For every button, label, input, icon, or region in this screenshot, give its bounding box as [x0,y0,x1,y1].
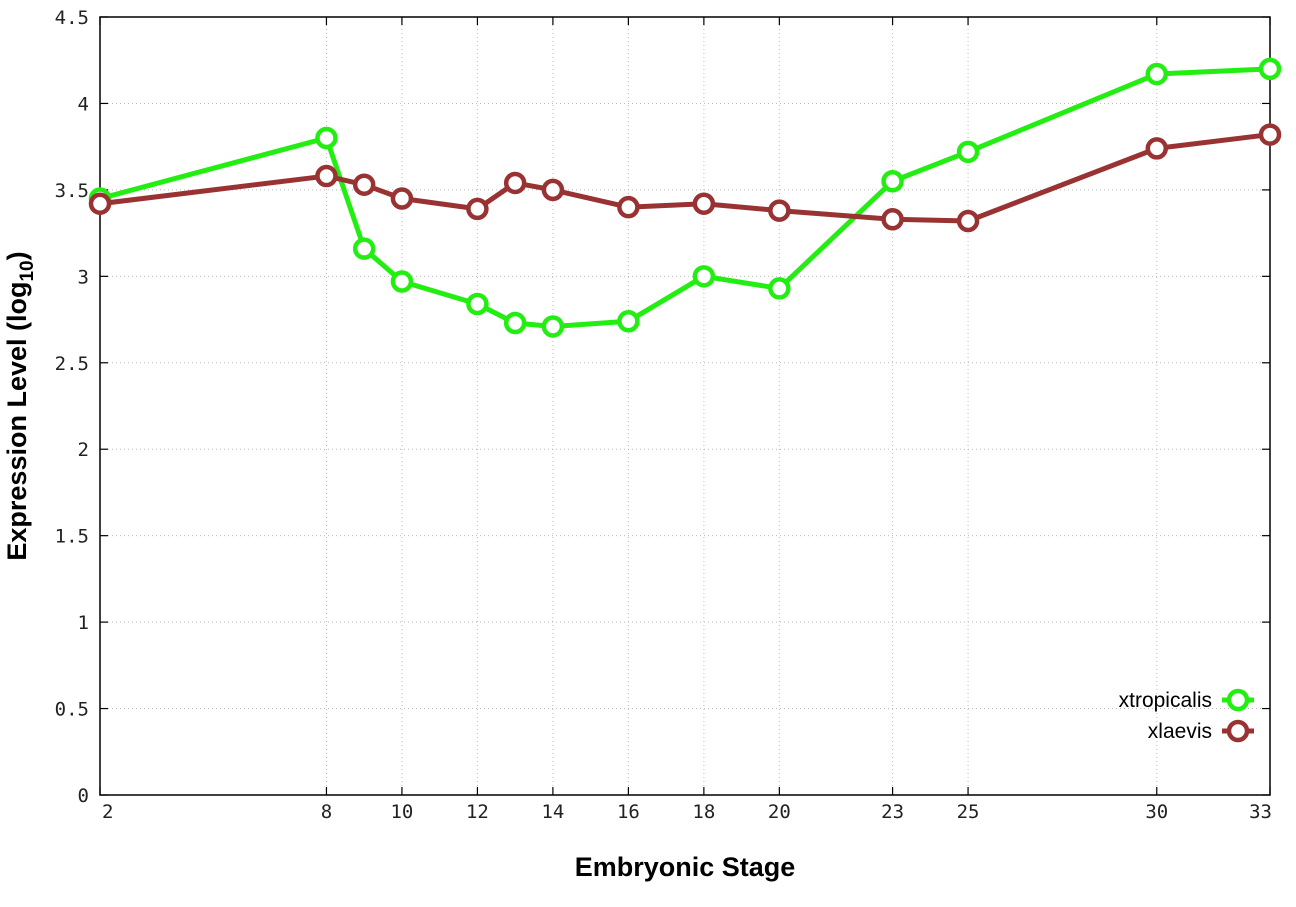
series-line-xlaevis [97,132,1273,224]
data-point-xlaevis [956,209,980,233]
data-point-xlaevis [881,208,904,231]
series-line-xtropicalis [97,66,1273,329]
data-point-xtropicalis [617,310,640,333]
x-tick-label: 33 [1249,801,1272,823]
data-point-xtropicalis [390,270,414,293]
data-point-xtropicalis [1145,62,1169,86]
y-axis-title-subscript: 10 [17,260,38,281]
y-tick-label: 4.5 [55,7,89,29]
data-point-xlaevis [466,197,489,221]
data-point-xlaevis [390,187,414,210]
data-point-xtropicalis [956,140,980,164]
legend-swatch-marker-xtropicalis [1226,688,1250,712]
x-tick-label: 25 [957,801,980,823]
data-point-xlaevis [692,192,716,215]
data-point-xlaevis [541,178,565,202]
y-axis-title: Expression Level (log10) [2,251,38,560]
legend-label-xlaevis: xlaevis [1148,720,1212,743]
legend-label-xtropicalis: xtropicalis [1119,689,1212,712]
data-point-xlaevis [503,171,527,195]
y-tick-label: 0 [78,785,89,807]
x-tick-label: 18 [692,801,715,823]
data-point-xlaevis [315,164,338,188]
data-point-xlaevis [617,195,640,219]
data-point-xtropicalis [541,315,565,338]
x-tick-label: 2 [102,801,113,823]
x-tick-label: 16 [617,801,640,823]
x-tick-label: 12 [466,801,489,823]
axis-ticks: 0 0.5 1 1.5 2 2.5 3 3.5 4 4.5 2 8 10 12 14 16 18 20 23 25 30… [55,7,1272,823]
data-point-xtropicalis [315,126,338,150]
data-point-xlaevis [768,199,791,222]
data-point-xtropicalis [1258,57,1282,81]
data-point-xtropicalis [768,277,791,300]
y-axis-title-main: Expression Level (log [2,282,32,561]
y-axis-title-close: ) [2,251,32,260]
x-tick-label: 14 [541,801,564,823]
data-point-xlaevis [88,192,112,215]
y-tick-label: 4 [78,93,89,115]
y-tick-label: 1.5 [55,526,89,548]
y-tick-label: 3.5 [55,180,89,202]
data-point-xtropicalis [352,237,376,260]
x-tick-label: 20 [768,801,791,823]
x-tick-label: 30 [1145,801,1168,823]
data-point-xtropicalis [881,169,904,193]
x-tick-label: 10 [390,801,413,823]
plot-frame [99,16,1271,796]
data-point-xtropicalis [466,292,489,316]
y-tick-label: 2.5 [55,353,89,375]
data-point-xlaevis [1145,137,1169,160]
legend: xtropicalis xlaevis [1119,688,1254,743]
grid [100,17,1270,795]
y-tick-label: 0.5 [55,699,89,721]
data-point-xtropicalis [503,311,527,335]
x-tick-label: 23 [881,801,904,823]
x-axis-title: Embryonic Stage [575,852,796,882]
y-tick-label: 2 [78,439,89,461]
legend-swatch-marker-xlaevis [1226,719,1250,743]
y-tick-label: 3 [78,266,89,288]
y-tick-label: 1 [78,612,89,634]
data-point-xlaevis [1258,123,1282,146]
data-point-xlaevis [352,173,376,196]
series-group [88,57,1282,338]
data-point-xtropicalis [692,265,716,288]
x-tick-label: 8 [321,801,332,823]
